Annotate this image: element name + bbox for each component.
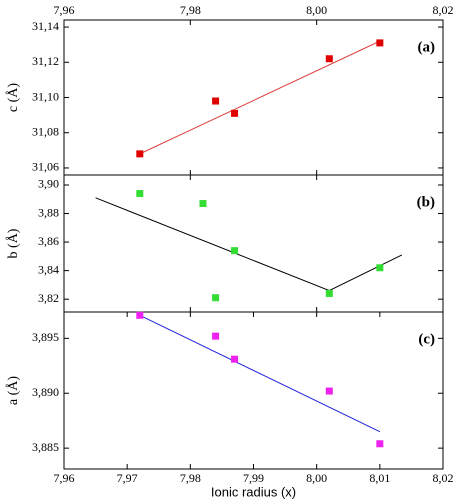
panel-frame: [63, 311, 444, 470]
y-tick-label: 3,82: [38, 291, 59, 305]
panel-label: (a): [418, 39, 436, 55]
x-tick-label: 8,02: [433, 471, 454, 485]
x-tick-label: 8,00: [306, 3, 327, 17]
y-axis-label: b (Å): [5, 228, 21, 258]
point: [136, 150, 144, 158]
y-tick-label: 3,895: [32, 330, 59, 344]
y-tick-label: 31,10: [32, 89, 59, 103]
y-tick-label: 3,890: [32, 385, 59, 399]
x-tick-label: 7,97: [117, 471, 138, 485]
x-tick-label: 8,02: [433, 3, 454, 17]
x-tick-label: 7,99: [243, 471, 264, 485]
point: [136, 190, 144, 198]
y-tick-label: 3,86: [38, 234, 59, 248]
point: [212, 97, 220, 105]
panel-frame: [63, 19, 444, 176]
y-tick-label: 3,90: [38, 177, 59, 191]
y-tick-label: 31,14: [32, 19, 59, 33]
point: [231, 247, 239, 255]
y-axis-label: a (Å): [5, 376, 21, 405]
x-tick-label: 7,96: [54, 3, 75, 17]
point: [325, 289, 333, 297]
fit-line: [139, 40, 381, 155]
panel-label: (c): [418, 331, 435, 347]
point: [325, 55, 333, 63]
point: [212, 294, 220, 302]
point: [231, 109, 239, 117]
x-tick-label: 7,96: [54, 471, 75, 485]
y-tick-label: 3,88: [38, 205, 59, 219]
x-tick-label: 7,98: [180, 3, 201, 17]
point: [376, 264, 384, 272]
y-tick-label: 31,08: [32, 124, 59, 138]
panel-frame: [63, 174, 444, 313]
point: [231, 355, 239, 363]
point: [199, 200, 207, 208]
point: [136, 311, 144, 319]
x-axis-label: Ionic radius (x): [211, 484, 296, 499]
point: [376, 39, 384, 47]
point: [325, 387, 333, 395]
x-tick-label: 8,01: [369, 471, 390, 485]
y-tick-label: 31,06: [32, 160, 59, 174]
x-tick-label: 8,00: [306, 471, 327, 485]
y-tick-label: 3,84: [38, 262, 59, 276]
y-tick-label: 31,12: [32, 54, 59, 68]
y-axis-label: c (Å): [5, 83, 21, 112]
x-tick-label: 7,98: [180, 471, 201, 485]
panel-label: (b): [417, 194, 435, 210]
point: [212, 332, 220, 340]
y-tick-label: 3,885: [32, 440, 59, 454]
fit-line: [139, 314, 381, 433]
fit-line: [95, 197, 403, 292]
point: [376, 440, 384, 448]
